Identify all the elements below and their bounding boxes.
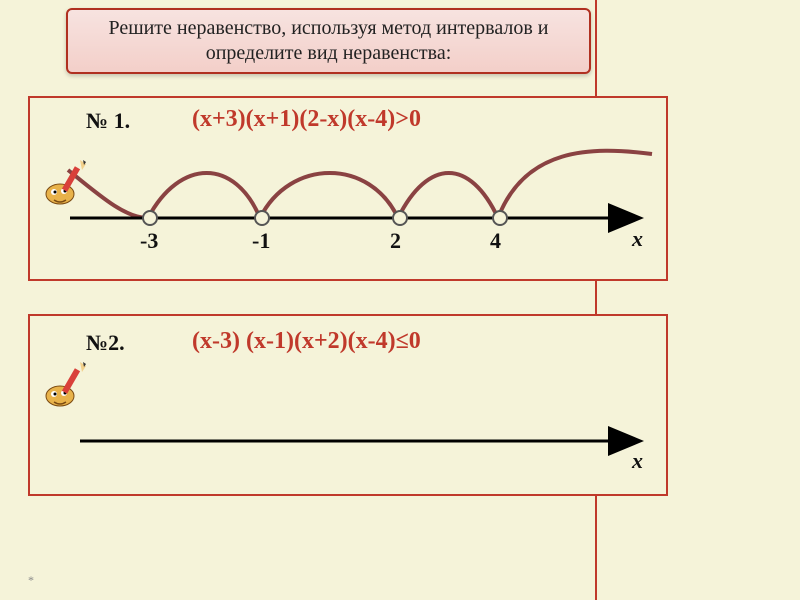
problem-2-axis-var: x — [632, 448, 643, 474]
tick-label: -1 — [252, 228, 270, 254]
header-box: Решите неравенство, используя метод инте… — [66, 8, 591, 74]
footnote-asterisk: * — [28, 573, 34, 588]
pencil-icon — [40, 156, 92, 208]
problem-2-box: №2. (x-3) (x-1)(x+2)(x-4)≤0 x — [28, 314, 668, 496]
root-circle — [493, 211, 507, 225]
root-circle — [393, 211, 407, 225]
tick-label: 2 — [390, 228, 401, 254]
pencil-icon — [40, 358, 92, 410]
problem-1-axis-var: x — [632, 226, 643, 252]
problem-1-curve — [68, 151, 652, 218]
tick-label: -3 — [140, 228, 158, 254]
root-circle — [143, 211, 157, 225]
header-text: Решите неравенство, используя метод инте… — [78, 16, 579, 66]
root-circle — [255, 211, 269, 225]
vertical-divider — [595, 0, 597, 600]
problem-1-svg — [30, 98, 670, 283]
problem-1-box: № 1. (x+3)(x+1)(2-x)(x-4)>0 -3-124 x — [28, 96, 668, 281]
tick-label: 4 — [490, 228, 501, 254]
problem-2-svg — [30, 316, 670, 498]
